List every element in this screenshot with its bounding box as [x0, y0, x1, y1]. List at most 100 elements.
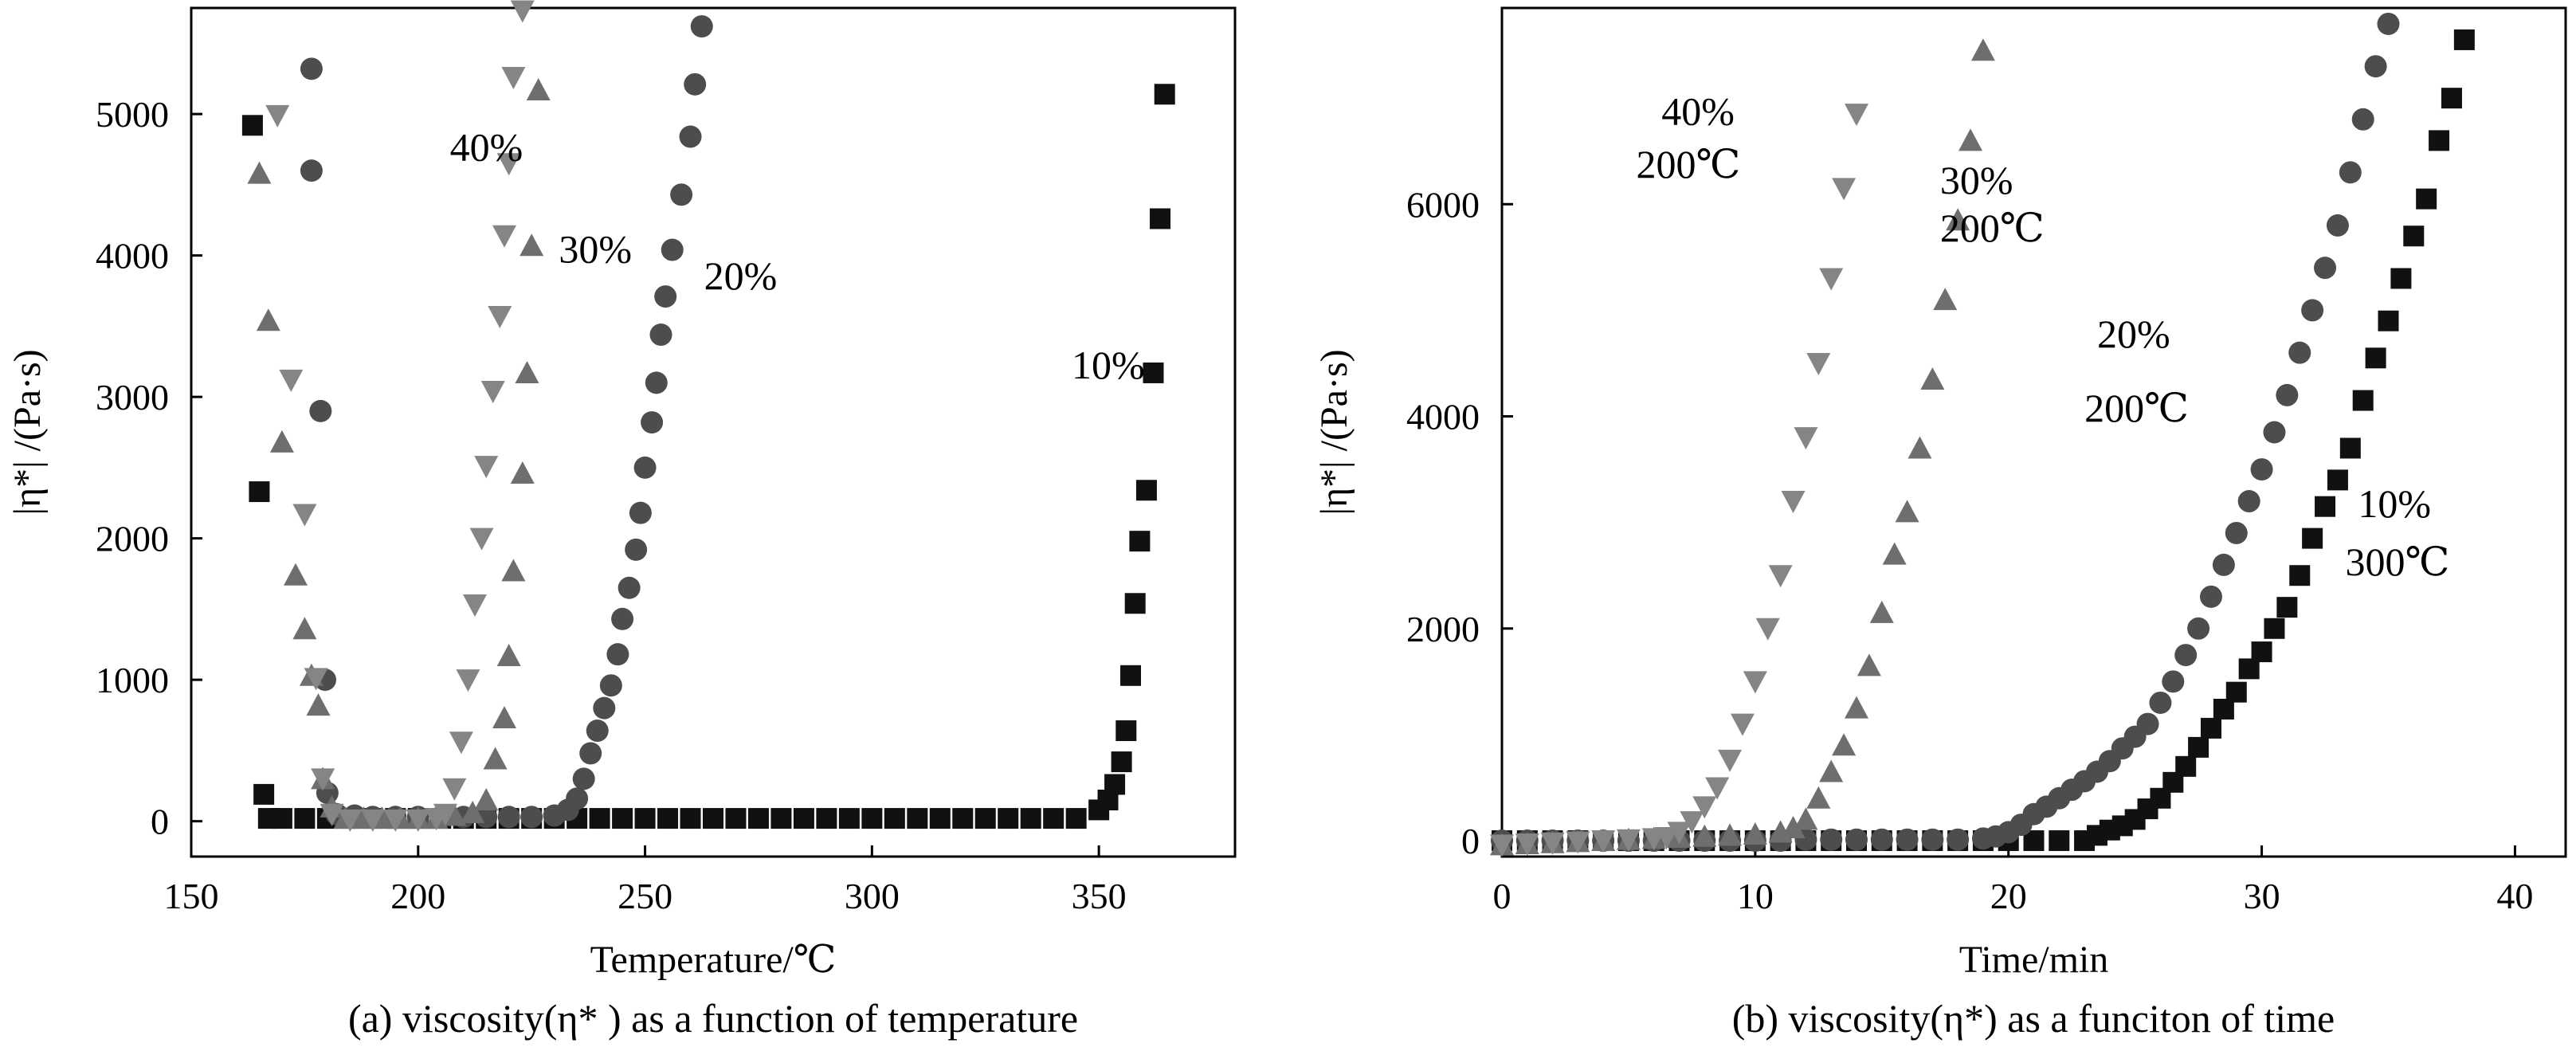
data-point [649, 324, 672, 347]
series-annotation: 200℃ [2084, 386, 2189, 430]
data-point [625, 538, 648, 561]
data-point [2288, 341, 2311, 364]
y-tick-label: 6000 [1406, 184, 1480, 225]
data-point [703, 808, 723, 829]
data-point [442, 778, 467, 801]
data-point [1946, 208, 1970, 231]
data-point [1154, 84, 1175, 105]
series-annotation: 200℃ [1940, 206, 2045, 250]
data-point [654, 285, 677, 308]
data-point [1920, 367, 1945, 390]
series-annotation: 10% [2358, 481, 2431, 526]
data-point [1947, 828, 1970, 851]
data-point [1616, 829, 1641, 852]
data-point [2175, 755, 2197, 777]
data-point [2364, 55, 2387, 78]
data-point [684, 73, 707, 96]
data-point [1143, 362, 1164, 383]
panel-a: 150 200 250 300 350 0 1000 2000 3000 4000 5000 Temp… [6, 0, 1237, 1041]
data-point [2441, 88, 2462, 109]
data-point [1869, 600, 1894, 623]
data-point [606, 643, 629, 666]
data-point [1806, 352, 1831, 375]
series-3 [265, 0, 535, 832]
data-point [1819, 759, 1844, 782]
data-point [1020, 808, 1041, 829]
data-point [690, 15, 713, 38]
data-point [2049, 830, 2070, 852]
y-tick-label: 3000 [96, 377, 169, 418]
data-point [645, 371, 668, 394]
data-point [1515, 833, 1539, 857]
data-point [2429, 130, 2450, 151]
data-point [292, 504, 317, 527]
y-tick-label: 0 [1461, 821, 1480, 861]
data-point [2187, 617, 2210, 640]
data-point [309, 399, 332, 422]
data-point [492, 225, 516, 248]
data-point [1680, 811, 1704, 834]
data-point [2276, 597, 2298, 618]
data-point [488, 305, 512, 328]
data-point [256, 308, 280, 331]
data-point [279, 369, 304, 392]
data-point [816, 808, 837, 829]
data-point [294, 808, 316, 829]
data-point [2453, 29, 2475, 50]
y-tick-label: 5000 [96, 94, 169, 135]
data-point [1845, 828, 1868, 851]
data-point [1150, 208, 1171, 229]
data-point [1857, 653, 1881, 676]
data-point [1870, 828, 1893, 851]
data-point [1832, 178, 1857, 201]
data-point [952, 808, 974, 829]
data-point [1120, 665, 1141, 686]
data-point [2301, 299, 2324, 322]
data-point [670, 183, 693, 206]
x-tick-label: 30 [2244, 876, 2280, 916]
data-point [2264, 618, 2285, 639]
x-axis-title: Temperature/℃ [590, 939, 837, 981]
data-point [747, 808, 769, 829]
data-point [1794, 807, 1818, 830]
data-point [306, 693, 331, 716]
data-point [1896, 828, 1919, 851]
series-annotation: 40% [450, 125, 523, 170]
data-point [1124, 593, 1146, 614]
data-point [2351, 108, 2374, 131]
data-point [861, 808, 883, 829]
data-point [2377, 12, 2400, 35]
data-point [2250, 458, 2273, 481]
data-point [884, 808, 905, 829]
y-tick-label: 1000 [96, 660, 169, 700]
data-point [2251, 641, 2272, 663]
data-point [480, 381, 505, 404]
data-point [1781, 491, 1806, 514]
data-point [2327, 469, 2348, 491]
data-point [449, 731, 473, 755]
data-point [579, 742, 602, 765]
series-annotation: 30% [559, 227, 632, 272]
panel-b: 0 10 20 30 40 0 2000 4000 6000 Time/min |η*| /(Pa·… [1313, 6, 2567, 1041]
data-point [456, 669, 480, 692]
y-tick-label: 4000 [1406, 397, 1480, 437]
x-tick-label: 350 [1072, 876, 1127, 916]
data-point [253, 783, 275, 805]
data-point [304, 668, 328, 691]
data-point [2390, 268, 2412, 289]
data-point [586, 720, 609, 743]
series-0 [241, 84, 1175, 829]
data-point [1135, 480, 1157, 501]
data-point [292, 617, 317, 640]
data-point [1895, 500, 1919, 523]
data-point [249, 481, 270, 503]
data-point [1794, 427, 1818, 450]
data-point [838, 808, 860, 829]
data-point [474, 456, 499, 479]
data-point [1705, 777, 1730, 800]
data-point [1907, 436, 1932, 459]
data-point [406, 809, 430, 832]
series-annotation: 30% [1940, 158, 2013, 202]
data-point [2136, 712, 2159, 735]
data-point [1566, 831, 1590, 854]
